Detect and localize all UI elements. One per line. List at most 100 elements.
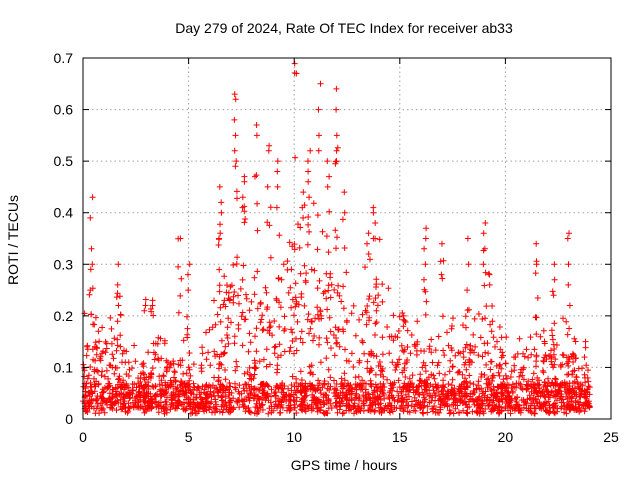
data-point	[450, 315, 456, 322]
data-point	[272, 398, 279, 405]
data-point	[228, 282, 235, 289]
data-point	[531, 346, 538, 353]
data-point	[515, 407, 522, 414]
data-point	[288, 304, 295, 311]
data-point	[426, 343, 433, 350]
data-point	[531, 402, 538, 409]
data-point	[113, 407, 120, 414]
data-point	[550, 341, 557, 348]
data-point	[467, 342, 474, 349]
data-point	[137, 403, 144, 410]
data-point	[253, 325, 260, 332]
data-point	[142, 302, 149, 309]
data-point	[149, 365, 156, 372]
data-point	[232, 380, 238, 387]
x-axis-label: GPS time / hours	[291, 457, 398, 473]
data-point	[361, 402, 368, 409]
data-point	[439, 275, 446, 282]
data-point	[466, 403, 473, 410]
data-point	[434, 362, 441, 369]
data-point	[217, 304, 224, 311]
data-point	[363, 397, 370, 404]
data-point	[305, 168, 312, 175]
data-point	[112, 391, 119, 398]
data-point	[324, 183, 331, 190]
data-point	[507, 396, 513, 403]
data-point	[85, 372, 92, 379]
data-point	[320, 394, 327, 401]
data-point	[171, 374, 177, 381]
data-point	[86, 393, 93, 400]
data-point	[366, 314, 373, 321]
data-point	[166, 364, 173, 371]
data-point	[487, 366, 494, 373]
data-point	[107, 314, 114, 321]
data-point	[372, 332, 378, 338]
data-point	[266, 324, 273, 331]
y-tick-label: 0.4	[54, 205, 74, 221]
data-point	[177, 292, 184, 299]
data-point	[207, 388, 214, 395]
data-point	[180, 406, 187, 413]
data-point	[398, 342, 405, 349]
data-point	[379, 351, 386, 358]
data-point	[545, 398, 552, 405]
data-point	[467, 380, 474, 386]
data-point	[212, 321, 219, 328]
data-point	[406, 375, 413, 382]
data-point	[131, 381, 138, 388]
data-point	[583, 362, 590, 369]
data-point	[367, 403, 374, 409]
data-point	[170, 360, 177, 367]
data-point	[439, 391, 446, 398]
data-point	[333, 335, 339, 341]
data-point	[172, 405, 179, 412]
data-point	[289, 296, 296, 303]
data-point	[301, 302, 308, 309]
data-point	[351, 402, 358, 409]
data-point	[350, 364, 357, 370]
data-point	[268, 386, 275, 393]
data-point	[178, 275, 185, 282]
data-point	[316, 334, 323, 341]
data-point	[262, 284, 269, 291]
data-point	[203, 395, 210, 402]
data-point	[121, 398, 128, 405]
data-point	[218, 337, 225, 344]
data-point	[389, 359, 396, 366]
data-point	[198, 389, 205, 396]
data-point	[343, 319, 350, 326]
data-point	[362, 264, 368, 271]
data-point	[401, 367, 408, 374]
data-point	[228, 319, 234, 326]
data-point	[84, 400, 91, 407]
data-point	[293, 335, 299, 342]
data-point	[309, 318, 315, 325]
data-point	[291, 70, 298, 76]
data-point	[291, 350, 297, 357]
data-point	[242, 381, 249, 388]
data-point	[509, 389, 516, 396]
data-point	[339, 326, 346, 333]
data-point	[380, 390, 387, 397]
data-point	[161, 410, 168, 417]
data-point	[115, 261, 122, 268]
data-point	[225, 315, 232, 322]
data-point	[479, 353, 486, 360]
data-point	[452, 352, 459, 359]
data-point	[540, 357, 547, 364]
data-point	[339, 216, 346, 223]
data-point	[96, 338, 103, 345]
data-point	[254, 200, 261, 207]
data-point	[560, 352, 567, 359]
data-point	[462, 344, 469, 351]
data-point	[105, 380, 112, 387]
data-point	[422, 362, 429, 369]
data-point	[110, 355, 117, 362]
data-point	[396, 356, 403, 363]
data-point	[254, 404, 261, 411]
data-point	[142, 296, 149, 303]
data-point	[160, 372, 167, 379]
data-point	[435, 382, 442, 389]
data-points	[80, 60, 593, 417]
